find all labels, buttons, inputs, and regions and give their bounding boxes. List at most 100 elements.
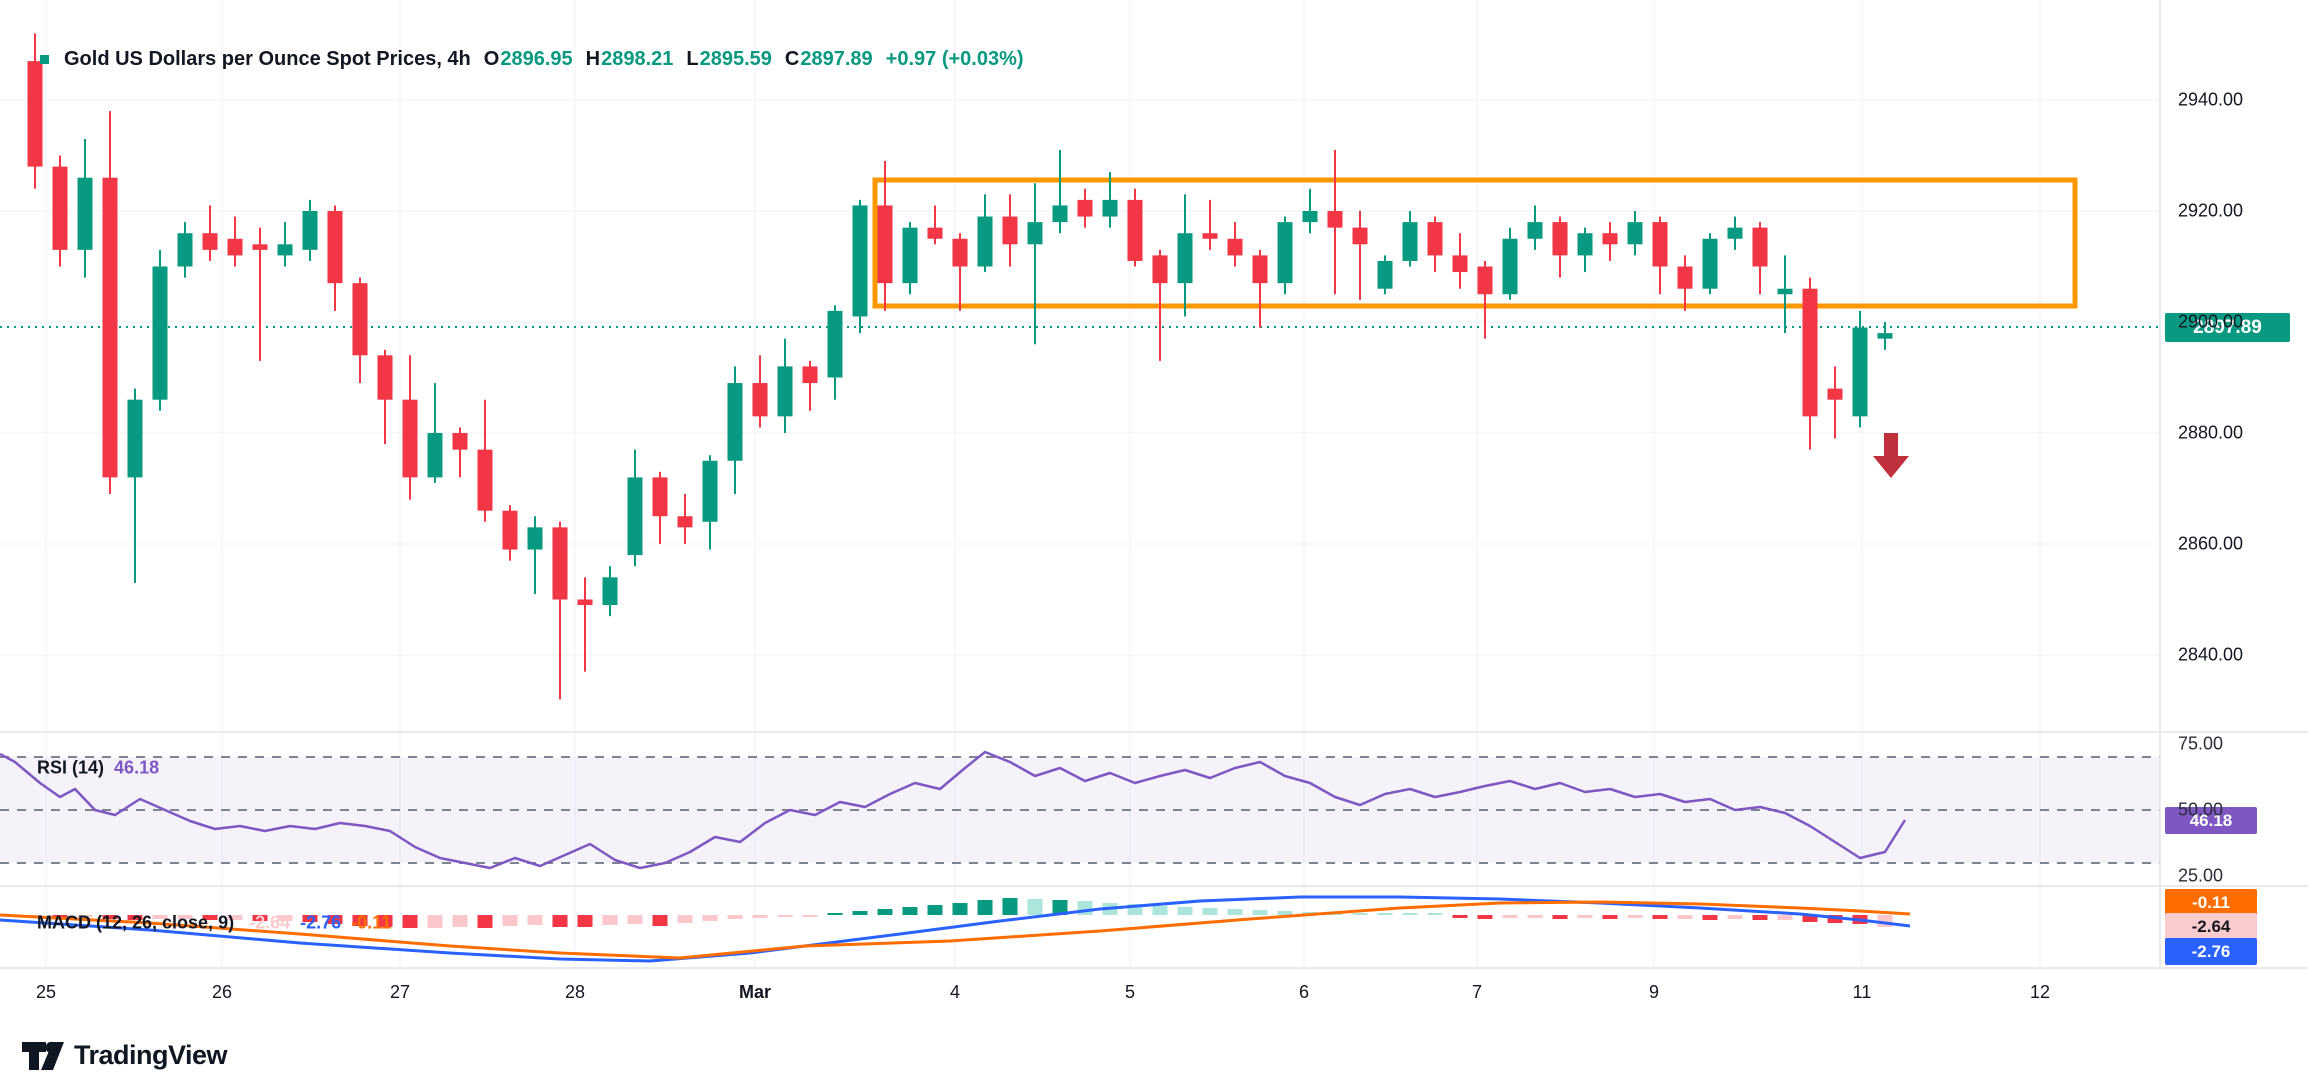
- candlestick[interactable]: [202, 233, 218, 250]
- candlestick[interactable]: [1052, 205, 1068, 223]
- macd-legend[interactable]: MACD (12, 26, close, 9) -2.64 -2.76 -0.1…: [37, 913, 391, 934]
- candlestick[interactable]: [177, 233, 193, 267]
- candlestick[interactable]: [1677, 266, 1693, 289]
- time-axis-label[interactable]: 26: [211, 982, 233, 1002]
- rsi-tick-label[interactable]: 25.00: [2178, 865, 2224, 886]
- candlestick[interactable]: [1127, 199, 1143, 261]
- candlestick[interactable]: [977, 216, 993, 267]
- candlestick[interactable]: [277, 244, 293, 256]
- candlestick[interactable]: [802, 366, 818, 384]
- time-axis-label[interactable]: 4: [949, 982, 961, 1002]
- rsi-legend[interactable]: RSI (14) 46.18: [37, 758, 159, 779]
- candlestick[interactable]: [827, 310, 843, 378]
- candlestick[interactable]: [1702, 238, 1718, 289]
- time-axis-label[interactable]: 25: [35, 982, 57, 1002]
- price-tick-label[interactable]: 2840.00: [2178, 644, 2244, 665]
- candlestick[interactable]: [1077, 199, 1093, 217]
- candlestick[interactable]: [352, 283, 368, 356]
- candlestick[interactable]: [327, 211, 343, 284]
- candlestick[interactable]: [1352, 227, 1368, 245]
- time-axis-label[interactable]: 6: [1298, 982, 1310, 1002]
- candlestick[interactable]: [227, 238, 243, 256]
- candlestick[interactable]: [1227, 238, 1243, 256]
- time-axis-label[interactable]: 27: [389, 982, 411, 1002]
- candlestick[interactable]: [877, 205, 893, 284]
- candlestick[interactable]: [652, 477, 668, 517]
- candlestick[interactable]: [927, 227, 943, 239]
- rsi-tick-label[interactable]: 50.00: [2178, 799, 2224, 820]
- candlestick[interactable]: [1202, 233, 1218, 239]
- candlestick[interactable]: [252, 244, 268, 250]
- candlestick[interactable]: [852, 205, 868, 317]
- candlestick[interactable]: [427, 433, 443, 478]
- price-tick-label[interactable]: 2860.00: [2178, 533, 2244, 554]
- candlestick[interactable]: [1277, 222, 1293, 284]
- time-axis-label[interactable]: 7: [1471, 982, 1483, 1002]
- candlestick[interactable]: [1627, 222, 1643, 245]
- time-axis-label[interactable]: 11: [1852, 982, 1872, 1002]
- candlestick[interactable]: [1852, 327, 1868, 417]
- price-tick-label[interactable]: 2940.00: [2178, 89, 2244, 110]
- candlestick[interactable]: [77, 177, 93, 250]
- candlestick[interactable]: [1602, 233, 1618, 245]
- candlestick[interactable]: [1527, 222, 1543, 239]
- candlestick[interactable]: [27, 61, 43, 167]
- price-tick-label[interactable]: 2900.00: [2178, 311, 2244, 332]
- time-axis-label[interactable]: 5: [1124, 982, 1136, 1002]
- candlestick[interactable]: [1827, 388, 1843, 400]
- resistance-zone-box[interactable]: [872, 177, 2078, 309]
- candlestick[interactable]: [1152, 255, 1168, 284]
- candlestick[interactable]: [1252, 255, 1268, 284]
- candlestick[interactable]: [1327, 211, 1343, 228]
- candlestick[interactable]: [1377, 260, 1393, 289]
- candlestick[interactable]: [777, 366, 793, 417]
- candlestick[interactable]: [1727, 227, 1743, 239]
- candlestick[interactable]: [902, 227, 918, 284]
- time-axis-label[interactable]: 28: [564, 982, 586, 1002]
- candlestick[interactable]: [452, 433, 468, 450]
- candlestick[interactable]: [1102, 199, 1118, 217]
- candlestick[interactable]: [1452, 255, 1468, 273]
- candlestick[interactable]: [627, 477, 643, 556]
- price-tick-label[interactable]: 2880.00: [2178, 422, 2244, 443]
- candlestick[interactable]: [527, 527, 543, 550]
- time-axis-label[interactable]: 12: [2029, 982, 2051, 1002]
- symbol-title[interactable]: Gold US Dollars per Ounce Spot Prices, 4…: [64, 48, 471, 70]
- candlestick[interactable]: [1402, 222, 1418, 261]
- price-tick-label[interactable]: 2920.00: [2178, 200, 2244, 221]
- candlestick[interactable]: [752, 383, 768, 417]
- candlestick[interactable]: [1002, 216, 1018, 245]
- candlestick[interactable]: [1027, 222, 1043, 245]
- candlestick[interactable]: [477, 449, 493, 511]
- candlestick[interactable]: [127, 399, 143, 478]
- tradingview-logo[interactable]: TradingView: [22, 1040, 228, 1071]
- candlestick[interactable]: [1777, 288, 1793, 295]
- symbol-legend-row[interactable]: Gold US Dollars per Ounce Spot Prices, 4…: [40, 48, 1024, 71]
- candlestick[interactable]: [52, 166, 68, 250]
- candlestick[interactable]: [727, 383, 743, 461]
- candlestick[interactable]: [1177, 233, 1193, 284]
- candlestick[interactable]: [302, 211, 318, 250]
- candlestick[interactable]: [1752, 227, 1768, 267]
- candlestick[interactable]: [1577, 233, 1593, 256]
- candlestick[interactable]: [1427, 222, 1443, 256]
- candlestick[interactable]: [502, 510, 518, 550]
- candlestick[interactable]: [602, 577, 618, 606]
- candlestick[interactable]: [677, 516, 693, 528]
- candlestick[interactable]: [102, 177, 118, 478]
- candlestick[interactable]: [1502, 238, 1518, 295]
- candlestick[interactable]: [1477, 266, 1493, 295]
- candlestick[interactable]: [377, 355, 393, 400]
- candlestick[interactable]: [1877, 333, 1893, 339]
- candlestick[interactable]: [1652, 222, 1668, 267]
- time-axis-label[interactable]: Mar: [738, 982, 772, 1002]
- time-axis-label[interactable]: 9: [1648, 982, 1660, 1002]
- candlestick[interactable]: [1552, 222, 1568, 256]
- candlestick[interactable]: [1802, 288, 1818, 417]
- candlestick[interactable]: [577, 599, 593, 606]
- candlestick[interactable]: [402, 399, 418, 478]
- candlestick[interactable]: [552, 527, 568, 600]
- candlestick[interactable]: [1302, 211, 1318, 223]
- rsi-tick-label[interactable]: 75.00: [2178, 733, 2224, 754]
